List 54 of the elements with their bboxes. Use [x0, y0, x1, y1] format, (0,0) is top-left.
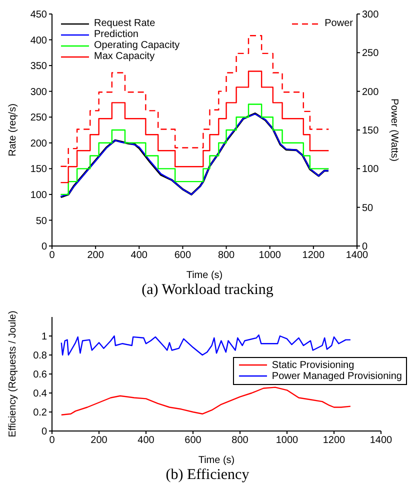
x-tick-label: 1000 [258, 250, 282, 262]
legend-label: Power Managed Provisioning [272, 370, 402, 382]
x-tick-label: 1400 [346, 250, 369, 262]
legend-label: Request Rate [94, 18, 156, 29]
y2-axis-title: Power (Watts) [388, 98, 400, 162]
y-tick-label: 0.8 [33, 350, 48, 362]
y-tick-label: 300 [30, 86, 48, 98]
y2-tick-label: 150 [362, 126, 380, 137]
y2-tick-label: 250 [362, 48, 380, 60]
y-tick-label: 0.2 [33, 408, 48, 419]
legend-label: Power [324, 18, 353, 29]
line-series [60, 386, 352, 416]
x-tick-label: 1400 [370, 435, 393, 446]
y-tick-label: 200 [30, 138, 48, 150]
y-tick-label: 400 [30, 35, 48, 46]
y-tick-label: 100 [30, 190, 48, 201]
x-tick-label: 1200 [302, 250, 325, 262]
y2-tick-label: 200 [362, 86, 380, 98]
y-tick-label: 0.6 [33, 370, 48, 381]
y-tick-label: 350 [30, 61, 48, 72]
legend-label: Prediction [94, 29, 138, 40]
x-tick-label: 600 [174, 250, 192, 262]
legend-label: Operating Capacity [94, 40, 180, 51]
x-tick-label: 1200 [322, 435, 346, 446]
x-tick-label: 400 [130, 250, 148, 262]
x-tick-label: 600 [184, 435, 202, 446]
x-tick-label: 200 [90, 435, 108, 446]
x-tick-label: 0 [49, 250, 56, 262]
legend-label: Static Provisioning [272, 360, 354, 371]
y2-tick-label: 300 [362, 10, 380, 21]
x-axis-title: Time (s) [186, 270, 223, 281]
x-tick-label: 1000 [276, 435, 299, 446]
x-axis-title: Time (s) [198, 455, 235, 466]
y-tick-label: 0 [41, 426, 48, 438]
y-tick-label: 250 [30, 112, 48, 124]
line-series [60, 334, 352, 356]
x-tick-label: 400 [138, 435, 155, 446]
legend-label: Max Capacity [94, 51, 155, 62]
y-tick-label: 0 [41, 242, 48, 253]
y-tick-label: 1 [41, 332, 48, 343]
x-tick-label: 800 [218, 250, 236, 262]
y-tick-label: 0.4 [33, 388, 48, 400]
y-axis-title: Rate (req/s) [8, 104, 19, 156]
y-tick-label: 450 [30, 10, 48, 21]
x-tick-label: 200 [87, 250, 104, 262]
text: (a) Workload tracking [140, 282, 274, 299]
y-tick-label: 150 [30, 164, 48, 176]
y2-tick-label: 50 [362, 202, 374, 214]
y-axis-title: Efficiency (Requests / Joule) [8, 310, 19, 438]
x-tick-label: 800 [232, 435, 249, 446]
y2-tick-label: 100 [362, 164, 380, 176]
x-tick-label: 0 [49, 435, 56, 446]
text: (b) Efficiency [164, 467, 250, 484]
y-tick-label: 50 [36, 216, 48, 227]
